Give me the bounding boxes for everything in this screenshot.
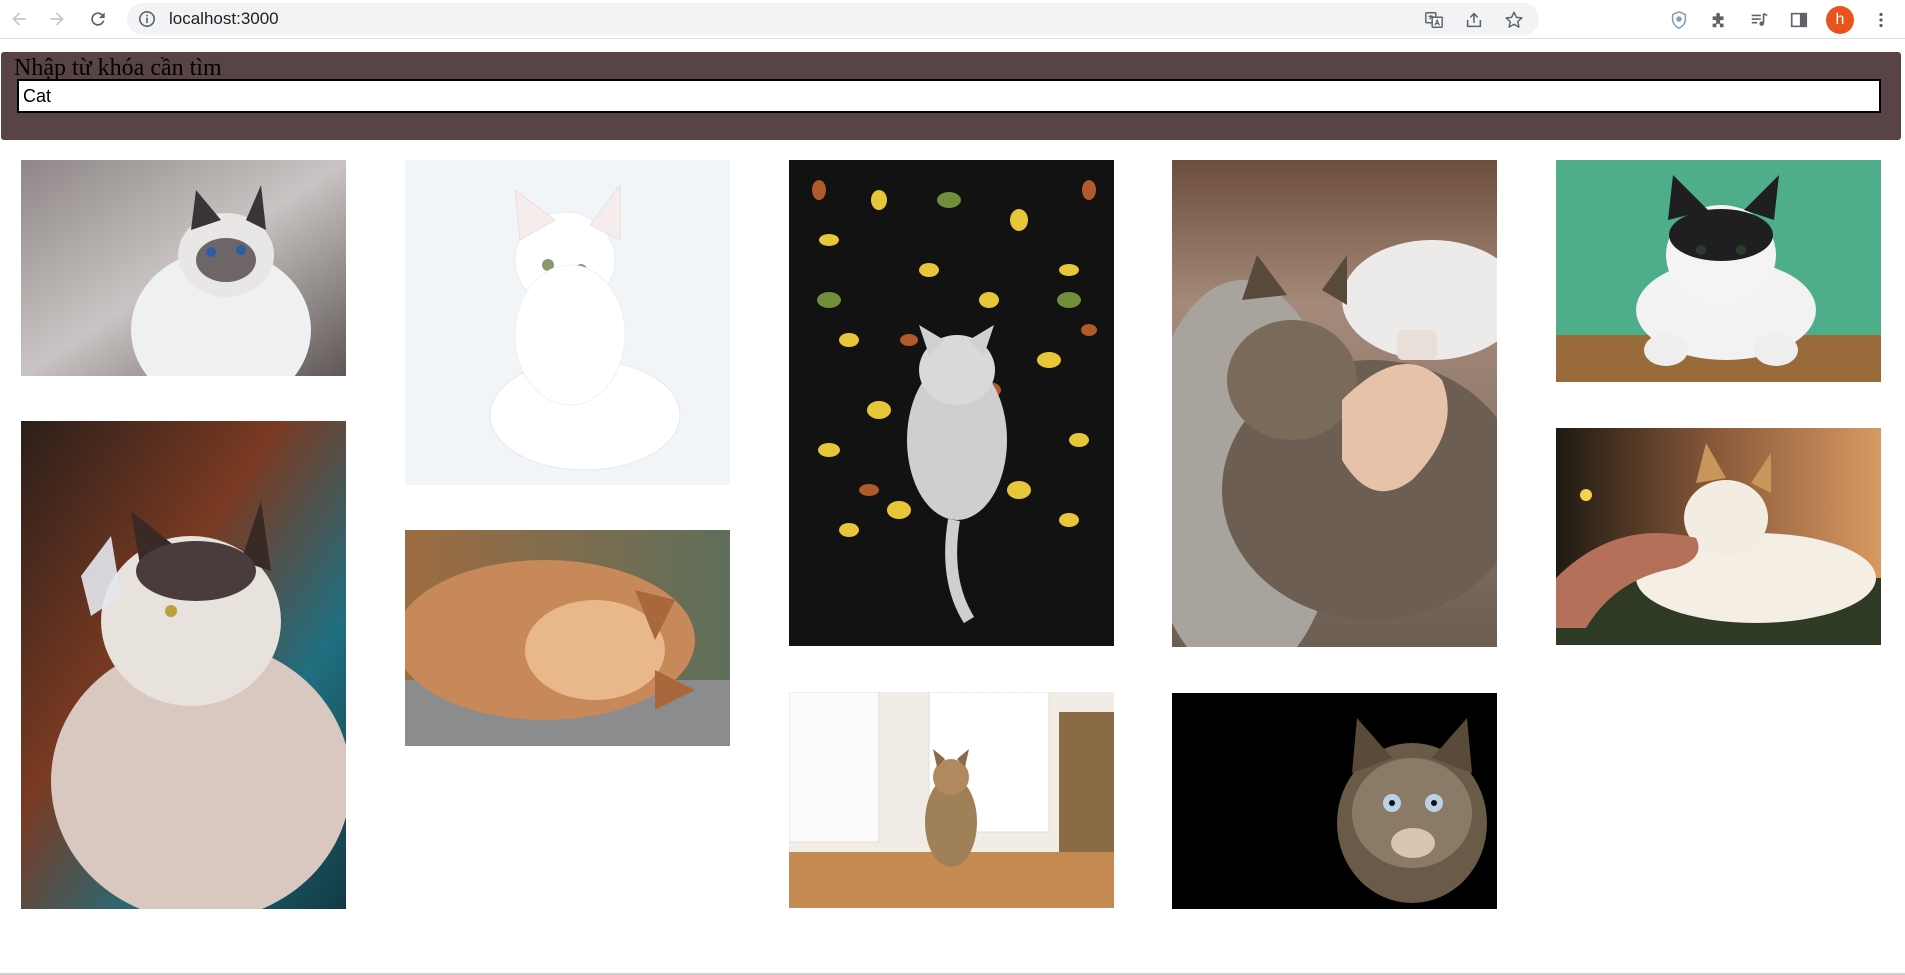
- cat-photo: [1556, 160, 1881, 382]
- share-icon[interactable]: [1463, 9, 1485, 31]
- page-bottom-border: [0, 973, 1905, 975]
- media-control-icon[interactable]: [1746, 7, 1772, 33]
- search-panel: Nhập từ khóa cần tìm: [1, 52, 1901, 140]
- back-button[interactable]: [6, 6, 32, 32]
- gallery-image[interactable]: [789, 160, 1114, 646]
- cat-photo: [405, 160, 730, 485]
- reload-icon: [91, 12, 105, 26]
- profile-avatar[interactable]: h: [1826, 6, 1854, 34]
- gallery-image[interactable]: [21, 421, 346, 909]
- cat-photo: [789, 692, 1114, 908]
- gallery-image[interactable]: [405, 160, 730, 485]
- search-input[interactable]: [17, 79, 1881, 113]
- cat-photo: [1556, 428, 1881, 645]
- cat-photo: [405, 530, 730, 746]
- cat-photo: [1172, 693, 1497, 909]
- side-panel-icon[interactable]: [1786, 7, 1812, 33]
- forward-button[interactable]: [44, 6, 70, 32]
- arrow-left-icon: [12, 12, 26, 26]
- gallery-image[interactable]: [1556, 428, 1881, 645]
- cat-photo: [21, 160, 346, 376]
- cat-photo: [1172, 160, 1497, 647]
- cat-photo: [21, 421, 346, 909]
- translate-icon[interactable]: [1423, 9, 1445, 31]
- gallery-image[interactable]: [1172, 160, 1497, 647]
- reload-button[interactable]: [85, 6, 111, 32]
- gallery-image[interactable]: [1172, 693, 1497, 909]
- gallery-image[interactable]: [1556, 160, 1881, 382]
- url-text: localhost:3000: [169, 9, 279, 28]
- site-info-icon[interactable]: [138, 10, 156, 28]
- menu-kebab-icon[interactable]: [1868, 7, 1894, 33]
- gallery-image[interactable]: [789, 692, 1114, 908]
- shield-extension-icon[interactable]: [1666, 7, 1692, 33]
- arrow-right-icon: [50, 12, 64, 26]
- address-bar[interactable]: localhost:3000: [127, 3, 1539, 35]
- gallery-image[interactable]: [405, 530, 730, 746]
- browser-toolbar: localhost:3000 h: [0, 0, 1905, 39]
- bookmark-star-icon[interactable]: [1503, 9, 1525, 31]
- search-label: Nhập từ khóa cần tìm: [14, 55, 222, 81]
- cat-photo: [789, 160, 1114, 646]
- gallery-image[interactable]: [21, 160, 346, 376]
- extensions-puzzle-icon[interactable]: [1706, 7, 1732, 33]
